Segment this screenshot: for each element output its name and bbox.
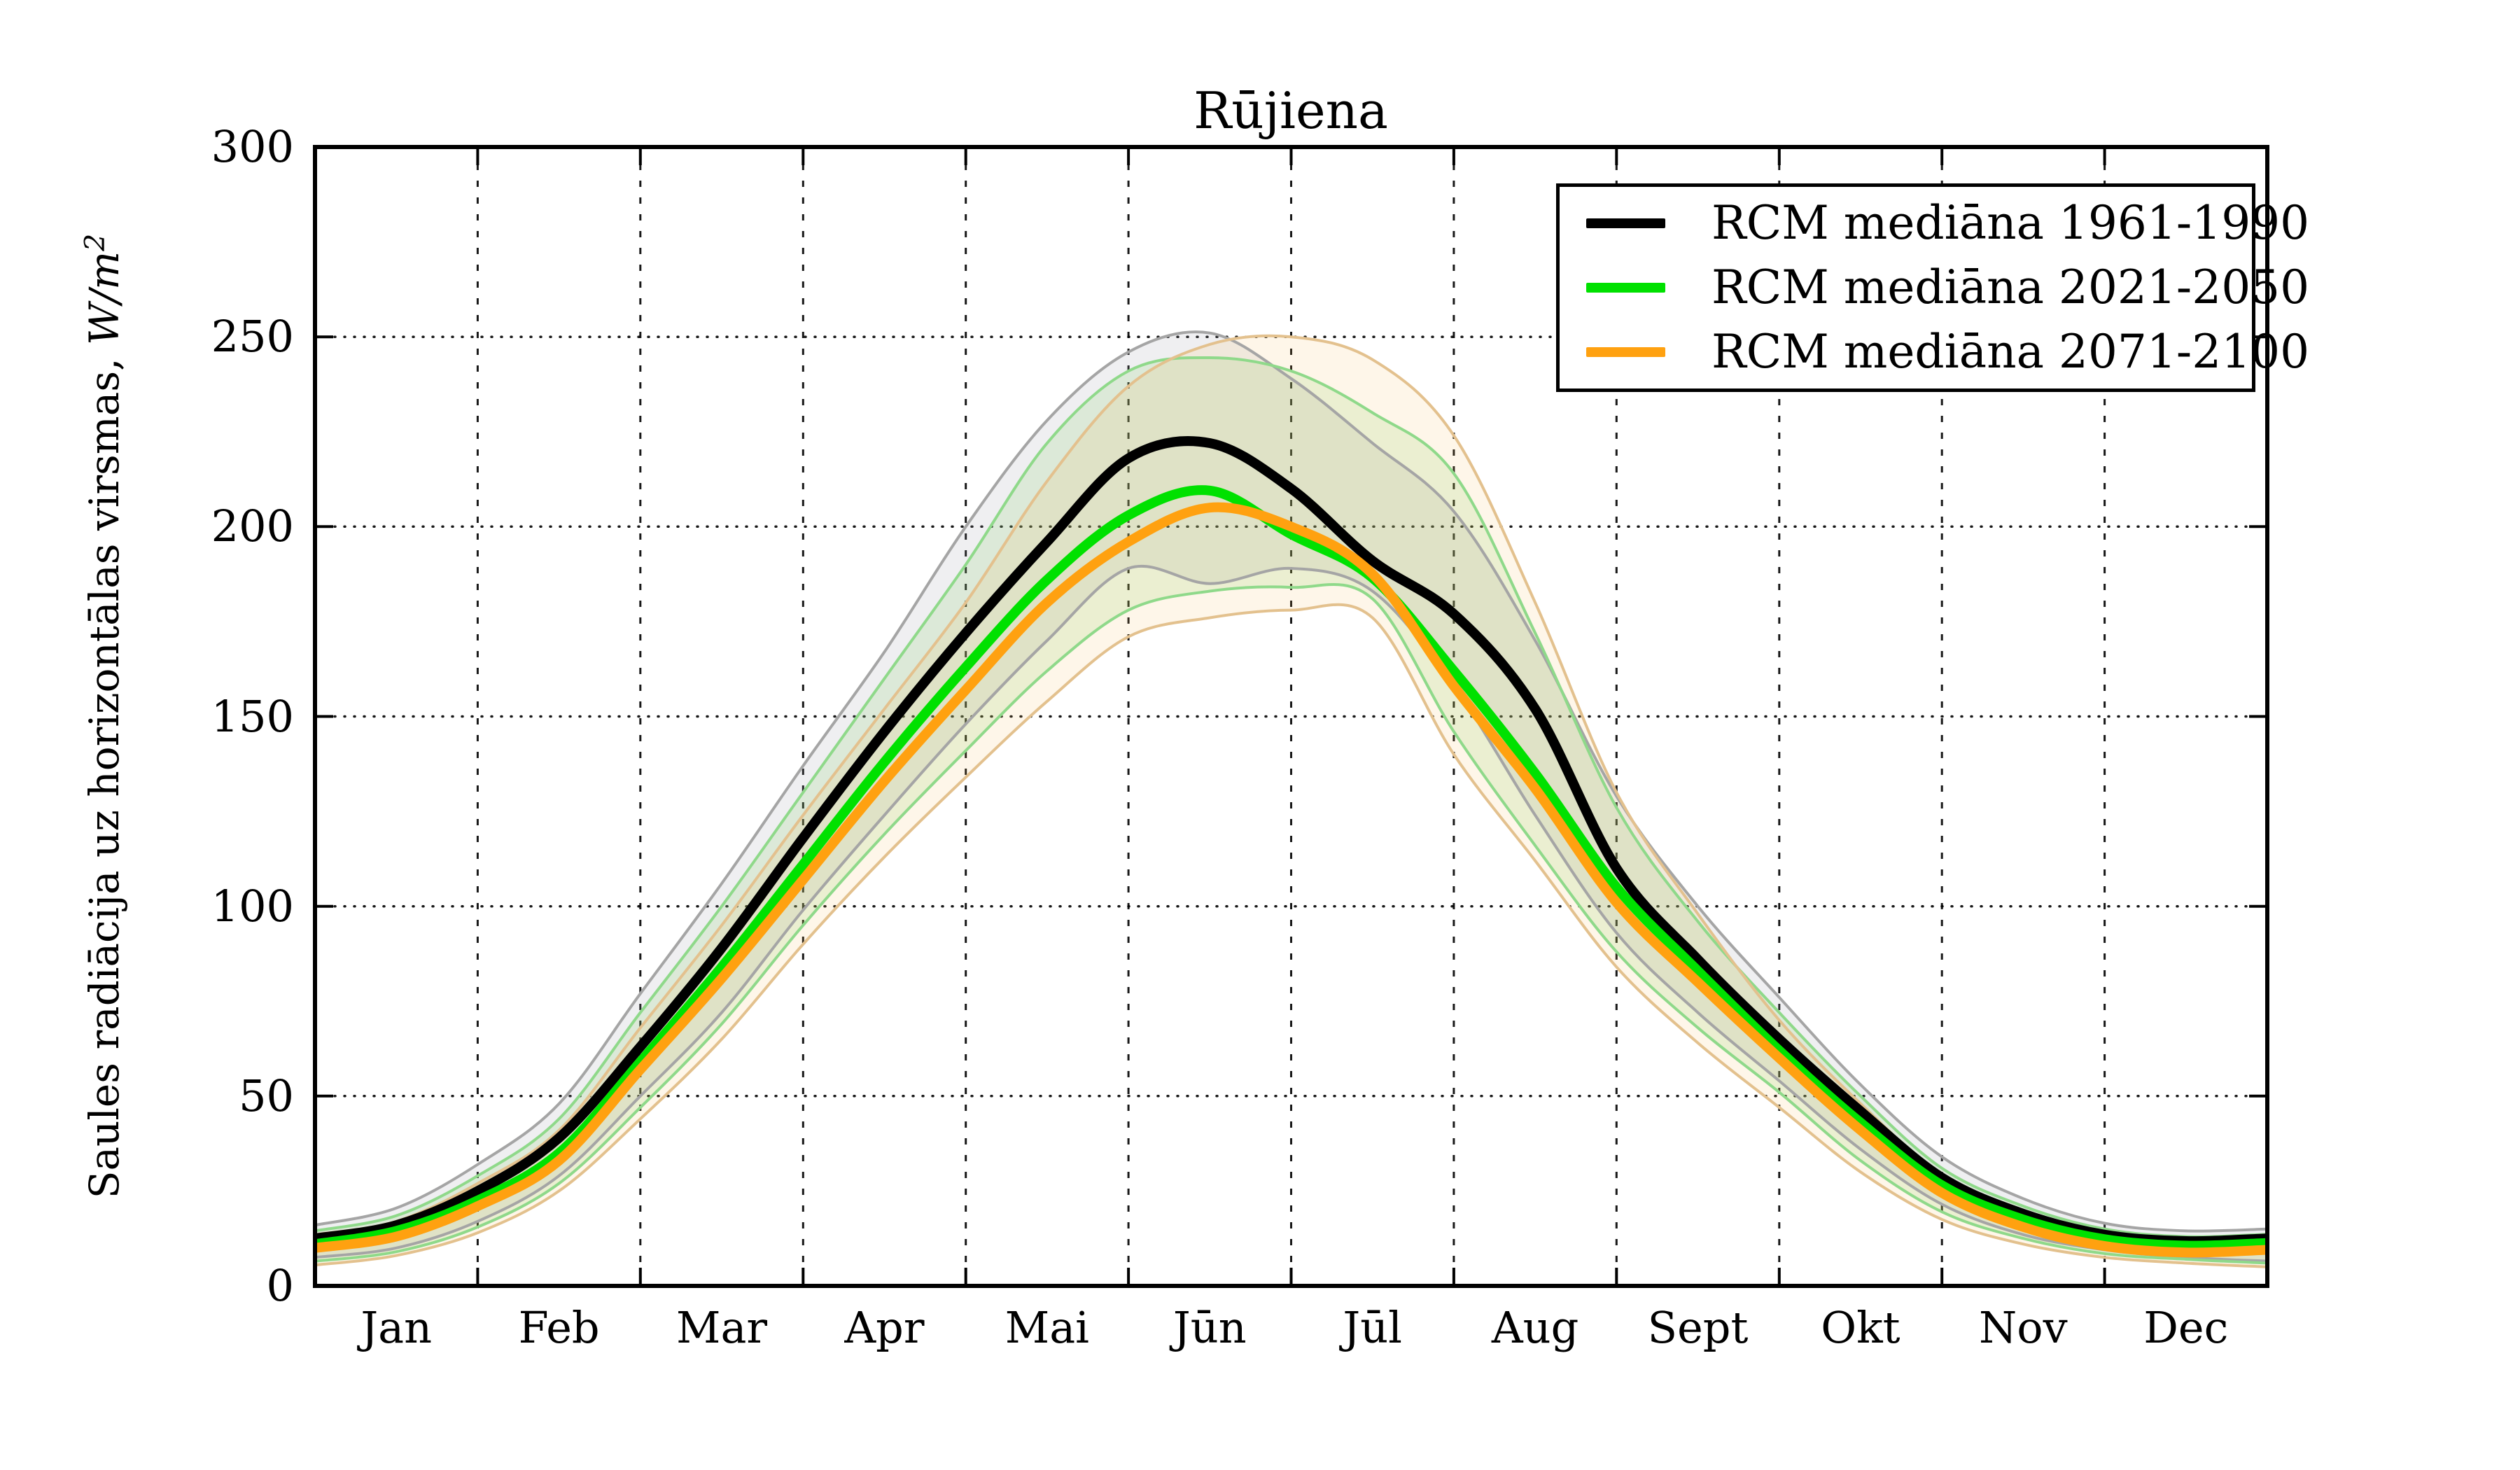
legend-label: RCM mediāna 2021-2050: [1712, 260, 2310, 314]
y-tick-label: 100: [211, 880, 294, 932]
y-tick-label: 50: [239, 1070, 294, 1121]
x-tick-label: Nov: [1979, 1302, 2068, 1353]
legend-swatch-orange-line: [1586, 347, 1665, 357]
x-tick-label: Dec: [2143, 1302, 2229, 1353]
x-tick-label: Jūl: [1343, 1302, 1403, 1353]
legend-label: RCM mediāna 1961-1990: [1712, 196, 2310, 250]
x-tick-label: Mar: [676, 1302, 768, 1353]
axis-ticks: [314, 146, 2269, 1287]
legend-item-2071-2100: RCM mediāna 2071-2100: [1586, 327, 2309, 377]
y-tick-label: 0: [266, 1260, 294, 1311]
x-tick-label: Feb: [518, 1302, 600, 1353]
chart-title: Rūjiena: [1194, 81, 1388, 140]
y-tick-label: 200: [211, 500, 294, 552]
x-tick-label: Mai: [1004, 1302, 1089, 1353]
legend-item-1961-1990: RCM mediāna 1961-1990: [1586, 198, 2309, 248]
y-axis-label-exponent: 2: [78, 233, 111, 251]
median-lines: [315, 436, 2267, 1258]
y-axis-label: Saules radiācija uz horizontālas virsmas…: [79, 234, 128, 1199]
y-tick-label: 150: [211, 690, 294, 742]
x-tick-label: Apr: [844, 1302, 925, 1353]
y-axis-label-units: W/m: [80, 251, 129, 345]
x-tick-label: Sept: [1647, 1302, 1749, 1353]
x-tick-label: Aug: [1491, 1302, 1579, 1353]
y-tick-label: 250: [211, 311, 294, 363]
x-tick-label: Okt: [1821, 1302, 1900, 1353]
legend-item-2021-2050: RCM mediāna 2021-2050: [1586, 262, 2309, 313]
x-tick-label: Jūn: [1172, 1302, 1247, 1353]
legend-swatch-black-line: [1586, 218, 1665, 228]
legend-label: RCM mediāna 2071-2100: [1712, 325, 2310, 379]
legend-box: RCM mediāna 1961-1990 RCM mediāna 2021-2…: [1556, 183, 2309, 392]
legend-swatch-green-line: [1586, 283, 1665, 293]
y-tick-label: 300: [211, 121, 294, 172]
x-tick-label: Jan: [360, 1302, 433, 1353]
y-axis-label-text: Saules radiācija uz horizontālas virsmas…: [80, 344, 129, 1199]
